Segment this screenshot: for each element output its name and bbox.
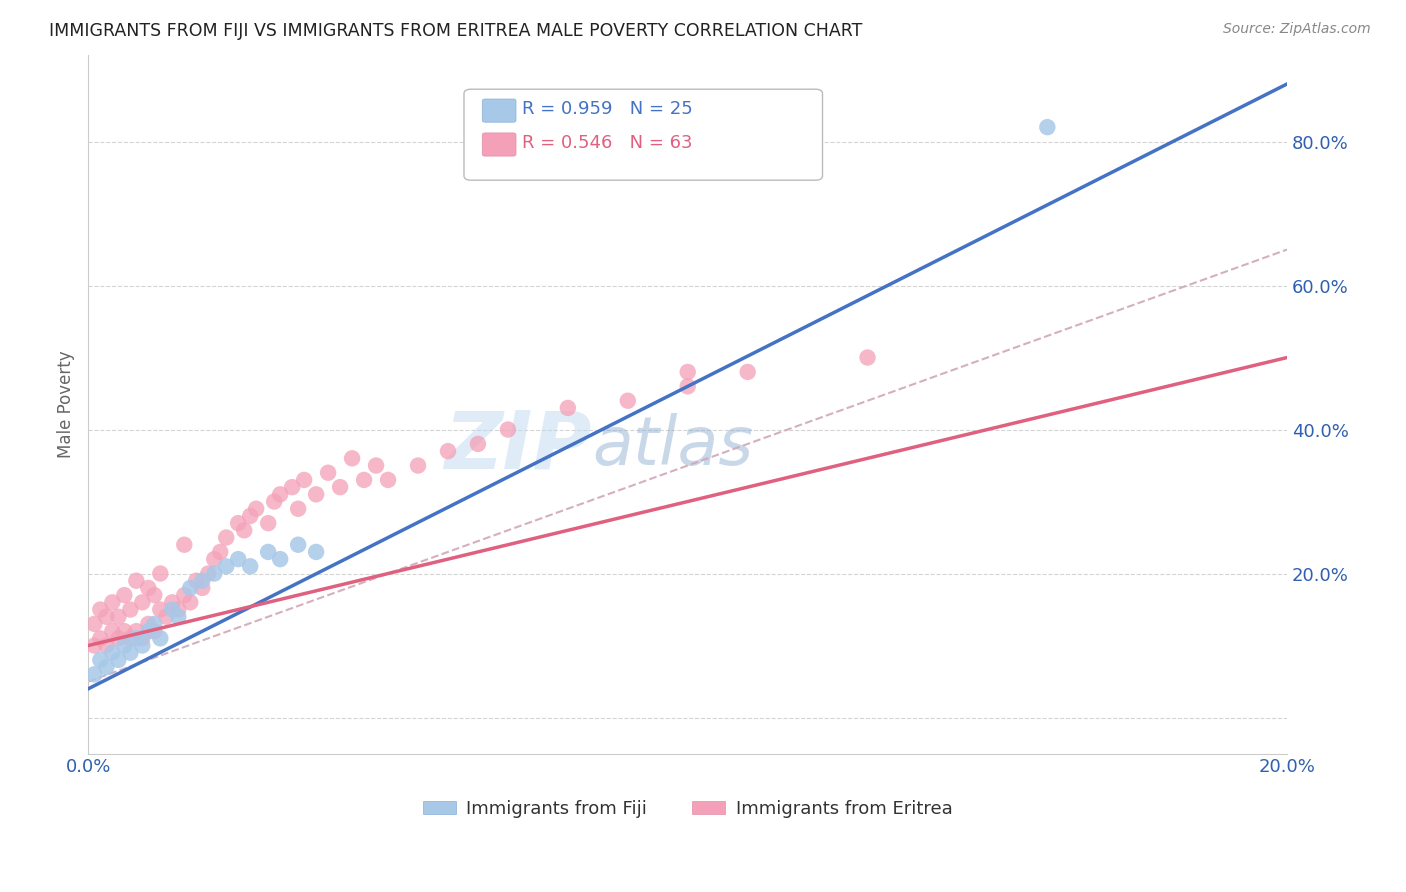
Point bbox=[215, 531, 238, 545]
Point bbox=[557, 401, 579, 415]
Point bbox=[125, 632, 148, 646]
Text: Source: ZipAtlas.com: Source: ZipAtlas.com bbox=[1223, 22, 1371, 37]
Point bbox=[281, 480, 304, 494]
Point bbox=[173, 588, 195, 602]
Point bbox=[149, 632, 172, 646]
Point bbox=[737, 365, 759, 379]
Point bbox=[89, 632, 111, 646]
Point bbox=[131, 595, 153, 609]
Point bbox=[617, 393, 640, 408]
Point bbox=[143, 624, 166, 639]
Point bbox=[1036, 120, 1059, 135]
Point bbox=[107, 609, 129, 624]
Point bbox=[287, 501, 309, 516]
Point bbox=[101, 595, 124, 609]
Point bbox=[316, 466, 339, 480]
Point bbox=[149, 566, 172, 581]
Point bbox=[257, 516, 280, 530]
Point bbox=[89, 653, 111, 667]
Point bbox=[143, 616, 166, 631]
Point bbox=[136, 581, 159, 595]
Point bbox=[167, 602, 190, 616]
Point bbox=[269, 552, 291, 566]
Point bbox=[112, 639, 135, 653]
Point bbox=[101, 624, 124, 639]
Point bbox=[107, 653, 129, 667]
Text: IMMIGRANTS FROM FIJI VS IMMIGRANTS FROM ERITREA MALE POVERTY CORRELATION CHART: IMMIGRANTS FROM FIJI VS IMMIGRANTS FROM … bbox=[49, 22, 863, 40]
Legend: Immigrants from Fiji, Immigrants from Eritrea: Immigrants from Fiji, Immigrants from Er… bbox=[416, 792, 960, 825]
Point bbox=[364, 458, 387, 473]
Point bbox=[676, 379, 699, 393]
Point bbox=[209, 545, 232, 559]
Point bbox=[191, 581, 214, 595]
Point bbox=[292, 473, 315, 487]
Point bbox=[173, 538, 195, 552]
Point bbox=[120, 602, 142, 616]
Point bbox=[149, 602, 172, 616]
Text: ZIP: ZIP bbox=[444, 408, 592, 485]
Text: R = 0.546   N = 63: R = 0.546 N = 63 bbox=[522, 134, 692, 152]
Point bbox=[131, 639, 153, 653]
Point bbox=[377, 473, 399, 487]
Point bbox=[856, 351, 879, 365]
Point bbox=[112, 624, 135, 639]
Point bbox=[226, 552, 249, 566]
Point bbox=[120, 646, 142, 660]
Point bbox=[83, 639, 105, 653]
Point bbox=[467, 437, 489, 451]
Text: R = 0.959   N = 25: R = 0.959 N = 25 bbox=[522, 100, 692, 118]
Point bbox=[101, 646, 124, 660]
Point bbox=[340, 451, 363, 466]
Point bbox=[226, 516, 249, 530]
Point bbox=[215, 559, 238, 574]
Point bbox=[162, 602, 184, 616]
Point bbox=[96, 639, 118, 653]
Point bbox=[155, 609, 177, 624]
Point bbox=[191, 574, 214, 588]
Point bbox=[676, 365, 699, 379]
Point bbox=[353, 473, 375, 487]
Point bbox=[89, 602, 111, 616]
Point bbox=[179, 595, 201, 609]
Point bbox=[496, 423, 519, 437]
Point bbox=[269, 487, 291, 501]
Y-axis label: Male Poverty: Male Poverty bbox=[58, 351, 75, 458]
Point bbox=[263, 494, 285, 508]
Point bbox=[107, 632, 129, 646]
Point bbox=[257, 545, 280, 559]
Point bbox=[287, 538, 309, 552]
Point bbox=[239, 508, 262, 523]
Point bbox=[143, 588, 166, 602]
Point bbox=[131, 632, 153, 646]
Point bbox=[167, 609, 190, 624]
Point bbox=[233, 524, 256, 538]
Point bbox=[162, 595, 184, 609]
Point bbox=[125, 624, 148, 639]
Point bbox=[96, 660, 118, 674]
Point bbox=[305, 487, 328, 501]
Point bbox=[83, 616, 105, 631]
Point bbox=[329, 480, 352, 494]
Point bbox=[136, 624, 159, 639]
Point bbox=[197, 566, 219, 581]
Point bbox=[186, 574, 208, 588]
Point bbox=[202, 552, 225, 566]
Text: atlas: atlas bbox=[592, 413, 754, 479]
Point bbox=[136, 616, 159, 631]
Point bbox=[96, 609, 118, 624]
Point bbox=[245, 501, 267, 516]
Point bbox=[437, 444, 460, 458]
Point bbox=[112, 588, 135, 602]
Point bbox=[125, 574, 148, 588]
Point bbox=[120, 632, 142, 646]
Point bbox=[83, 667, 105, 681]
Point bbox=[179, 581, 201, 595]
Point bbox=[406, 458, 429, 473]
Point bbox=[305, 545, 328, 559]
Point bbox=[239, 559, 262, 574]
Point bbox=[202, 566, 225, 581]
